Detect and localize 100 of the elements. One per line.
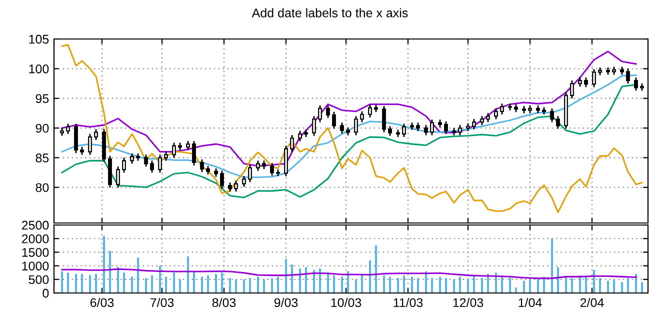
bar [613,279,615,293]
bar [509,278,511,293]
bar [571,278,573,293]
bar [81,274,83,293]
candlestick [312,116,316,136]
candlestick [634,77,638,91]
bar [453,279,455,293]
candlestick [402,124,406,138]
bar [641,282,643,293]
bar [627,278,629,293]
bar [117,267,119,293]
bar [529,279,531,293]
candlestick [290,135,294,152]
bar [411,276,413,293]
y-tick-label: 100 [29,64,49,74]
bar [277,276,279,293]
bar [207,275,209,293]
x-tick-label: 11/03 [394,298,423,308]
x-tick-label: 12/03 [453,298,484,308]
bar [593,270,595,293]
x-tick-label: 9/03 [274,298,298,308]
bar [201,276,203,293]
bar [75,274,77,293]
bar [439,276,441,293]
bar [103,236,105,293]
candlestick [270,162,274,176]
candlestick [368,104,372,118]
bar [263,279,265,293]
bar [299,268,301,293]
candlestick [122,158,126,173]
candlestick [326,105,330,118]
bar [635,274,637,293]
y-tick-label: 80 [36,183,49,192]
candlestick [172,142,176,158]
bar [221,272,223,293]
bar [383,275,385,293]
bar [397,278,399,293]
bar [61,271,63,293]
bar [151,275,153,293]
bar [257,276,259,293]
candlestick [94,129,98,140]
bar [425,271,427,293]
bar [431,278,433,293]
bar [585,276,587,293]
bar [123,272,125,293]
bar [243,279,245,293]
bar [495,272,497,293]
bar [271,278,273,293]
bar [193,271,195,293]
bar [515,288,517,293]
candlestick [340,122,344,134]
bar [551,238,553,293]
bar [467,279,469,293]
bar [369,260,371,293]
candlestick [248,164,252,182]
candlestick [494,108,498,120]
bar [109,250,111,293]
candlestick [382,106,386,132]
y-tick-label: 105 [29,34,49,44]
candlestick [116,166,120,188]
candlestick [88,134,92,155]
bar [313,270,315,293]
x-tick-label: 6/03 [90,298,114,308]
bar [459,276,461,293]
x-tick-label: 7/03 [150,298,174,308]
y-tick-label: 0 [42,288,49,298]
bar [417,278,419,293]
bar [159,266,161,293]
candlestick [318,105,322,122]
bar [173,272,175,293]
bar [319,268,321,293]
x-tick-label: 2/04 [580,298,604,308]
candlestick [430,120,434,136]
bar [341,276,343,293]
candlestick [234,180,238,192]
candlestick [242,176,246,187]
bar [305,267,307,293]
candlestick [444,121,448,134]
bar [235,279,237,293]
y-tick-label: 500 [28,275,49,284]
bar [347,271,349,293]
chart-title: Add date labels to the x axis [252,8,408,18]
candlestick [570,80,574,98]
bar [557,267,559,293]
bar [445,278,447,293]
bar [95,274,97,293]
bar [215,274,217,293]
bar [565,276,567,293]
candlestick [550,108,554,122]
y-tick-label: 2500 [22,220,49,230]
candlestick [150,160,154,173]
candlestick [500,104,504,114]
candlestick [592,69,596,88]
candlestick [144,154,148,167]
candlestick [200,159,204,172]
bar [473,275,475,293]
bar [375,245,377,293]
bar [481,278,483,293]
bar [179,279,181,293]
bar [327,272,329,293]
